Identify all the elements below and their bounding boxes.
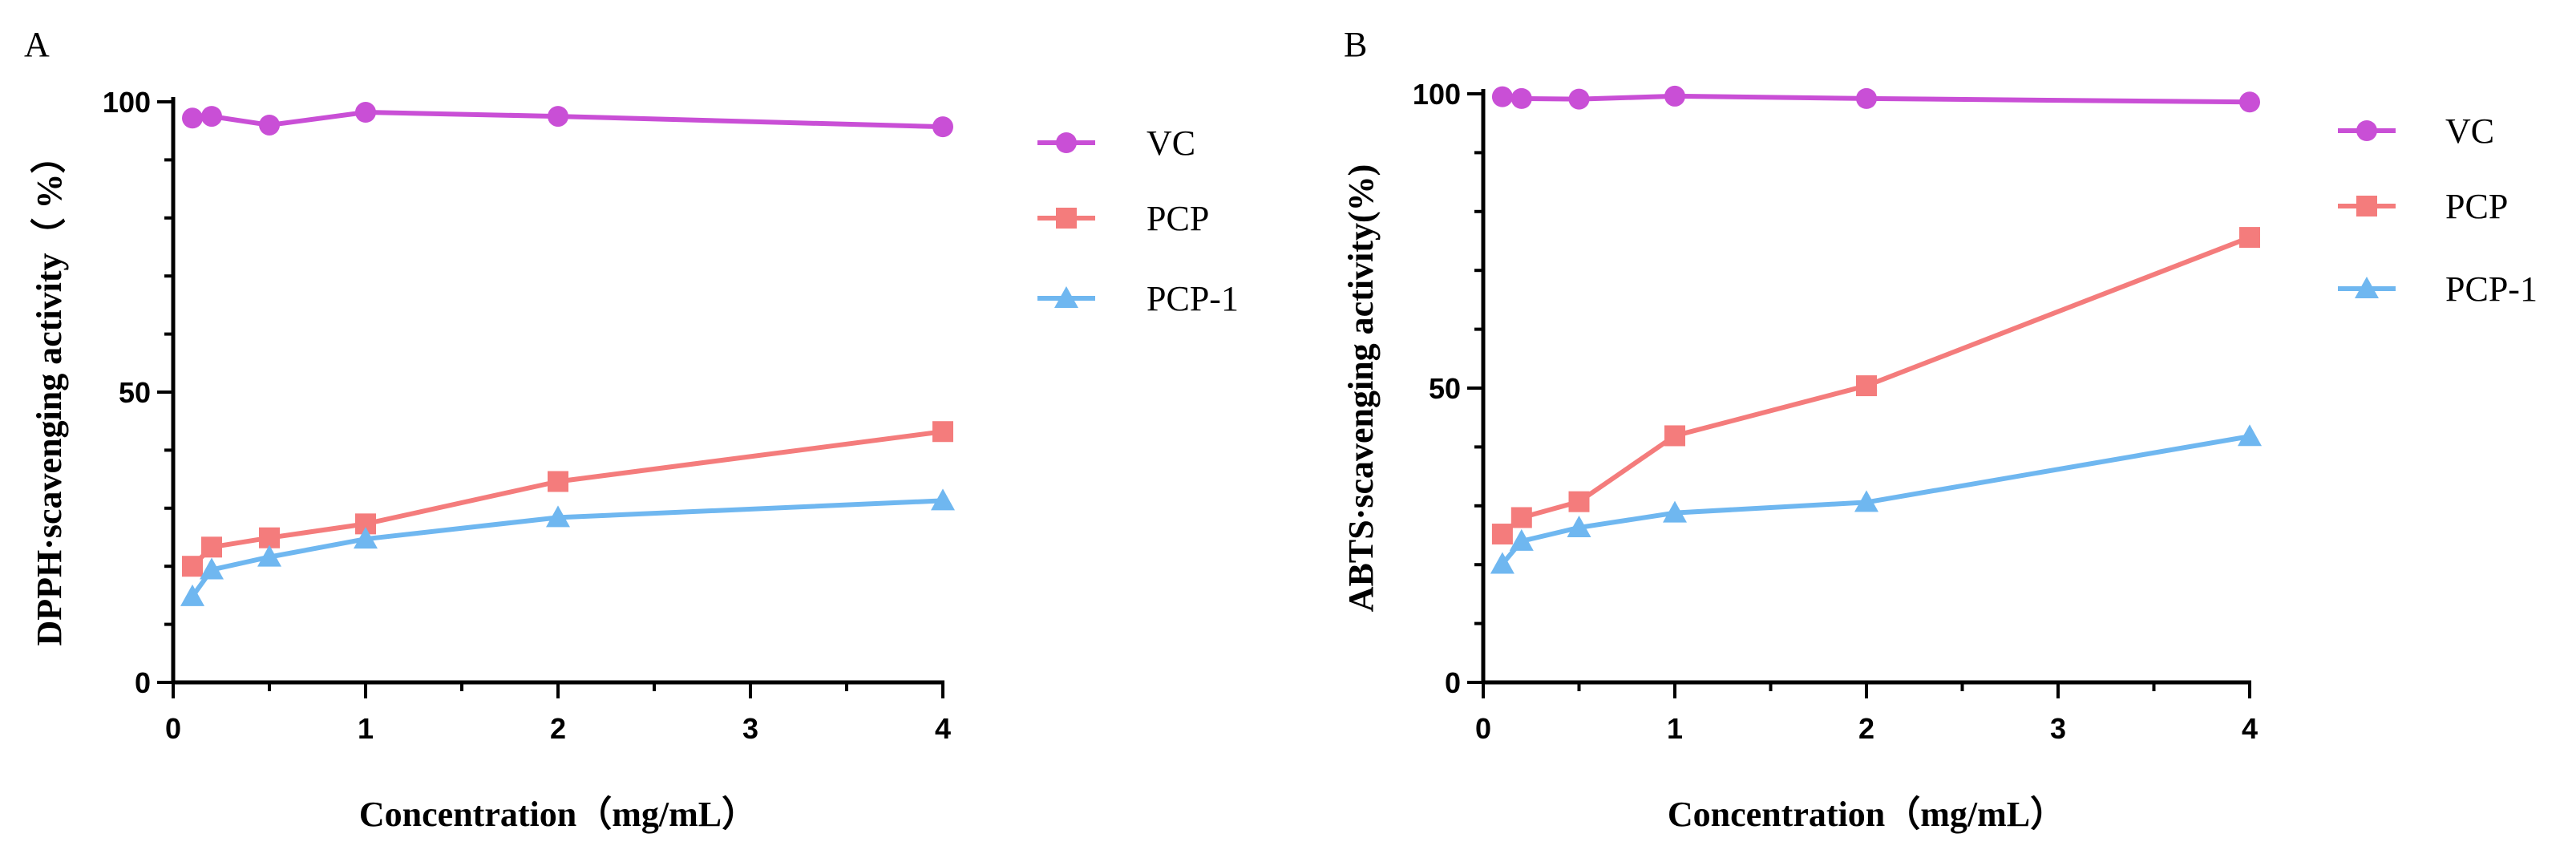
legend-label: PCP-1 — [1146, 279, 1239, 318]
series-vc — [1491, 85, 2260, 113]
data-point — [1568, 88, 1590, 110]
data-point — [1664, 85, 1685, 107]
y-axis-title: ABTS·scavenging activity(%) — [1341, 164, 1381, 613]
legend-marker — [1056, 132, 1077, 153]
legend-item-pcp: PCP — [1037, 199, 1209, 238]
legend-marker — [1056, 208, 1077, 229]
data-point — [932, 116, 953, 138]
data-point — [1510, 507, 1532, 528]
data-point — [1854, 490, 1878, 512]
x-tick-label: 1 — [358, 712, 374, 745]
x-axis-title: Concentration（mg/mL） — [359, 795, 757, 834]
series-line — [1500, 434, 2250, 566]
data-point — [548, 106, 568, 127]
x-tick-label: 3 — [742, 712, 758, 745]
y-tick-label: 50 — [1429, 372, 1461, 405]
series-vc — [182, 102, 953, 138]
y-tick-label: 50 — [119, 376, 151, 409]
x-tick-label: 3 — [2050, 712, 2066, 745]
legend-label: PCP — [1146, 199, 1209, 238]
data-point — [180, 584, 204, 606]
data-point — [931, 488, 955, 511]
x-tick-label: 0 — [1475, 712, 1491, 745]
data-point — [1509, 528, 1534, 551]
legend-marker — [2356, 196, 2377, 216]
legend-item-pcp: PCP — [2338, 187, 2508, 226]
legend-item-pcp-1: PCP-1 — [2338, 269, 2538, 309]
x-tick-label: 2 — [1858, 712, 1874, 745]
chart-panel-a: A 0 50 100 0 1 2 3 4 Concentration（mg/mL） DPPH·sca… — [24, 25, 1239, 834]
data-point — [1663, 500, 1687, 523]
series-pcp-1 — [1490, 424, 2262, 574]
x-tick-label: 2 — [550, 712, 566, 745]
legend-label: PCP-1 — [2445, 269, 2538, 309]
data-point — [1490, 552, 1514, 574]
legend-label: PCP — [2445, 187, 2508, 226]
data-point — [354, 527, 378, 549]
data-point — [1567, 515, 1591, 537]
data-point — [2238, 424, 2262, 447]
x-axis-title: Concentration（mg/mL） — [1668, 795, 2065, 834]
legend-item-vc: VC — [2338, 111, 2494, 151]
data-point — [1856, 87, 1877, 109]
x-tick-label: 1 — [1667, 712, 1683, 745]
y-tick-label: 100 — [1413, 78, 1461, 111]
data-point — [1510, 87, 1532, 109]
data-point — [200, 557, 224, 580]
data-point — [932, 421, 953, 443]
data-point — [182, 107, 203, 129]
legend-marker — [1054, 286, 1078, 308]
legend-label: VC — [2445, 111, 2494, 151]
x-tick-label: 4 — [2242, 712, 2258, 745]
data-point — [259, 527, 280, 548]
data-point — [182, 556, 203, 577]
x-tick-label: 4 — [935, 712, 951, 745]
data-point — [355, 102, 376, 123]
panel-letter: B — [1344, 25, 1367, 64]
data-point — [1664, 425, 1685, 447]
data-point — [2239, 91, 2260, 113]
y-tick-label: 100 — [103, 86, 151, 119]
panel-letter: A — [24, 25, 50, 64]
series-pcp — [182, 421, 953, 577]
series-pcp-1 — [180, 488, 955, 606]
data-point — [201, 106, 222, 127]
chart-panel-b: B 0 50 100 0 1 2 3 4 Concentration（mg/mL） ABTS·sca… — [1341, 25, 2538, 834]
y-axis-title: DPPH·scavenging activity（ %） — [30, 138, 69, 645]
x-tick-label: 0 — [165, 712, 181, 745]
series-line — [190, 429, 944, 569]
legend-item-pcp-1: PCP-1 — [1037, 279, 1239, 318]
data-point — [1856, 375, 1877, 397]
legend-label: VC — [1146, 123, 1195, 163]
y-tick-label: 0 — [1445, 666, 1461, 699]
series-line — [190, 498, 944, 598]
data-point — [546, 505, 570, 528]
legend-marker — [2355, 277, 2379, 298]
legend-marker — [2356, 120, 2377, 141]
legend-item-vc: VC — [1037, 123, 1195, 163]
series-pcp — [1491, 227, 2260, 545]
data-point — [1568, 491, 1590, 512]
y-tick-label: 0 — [135, 666, 151, 699]
data-point — [548, 471, 568, 492]
data-point — [201, 536, 222, 558]
data-point — [1491, 86, 1513, 107]
data-point — [2239, 227, 2260, 249]
data-point — [1491, 524, 1513, 545]
data-point — [259, 114, 280, 136]
data-point — [257, 544, 281, 567]
